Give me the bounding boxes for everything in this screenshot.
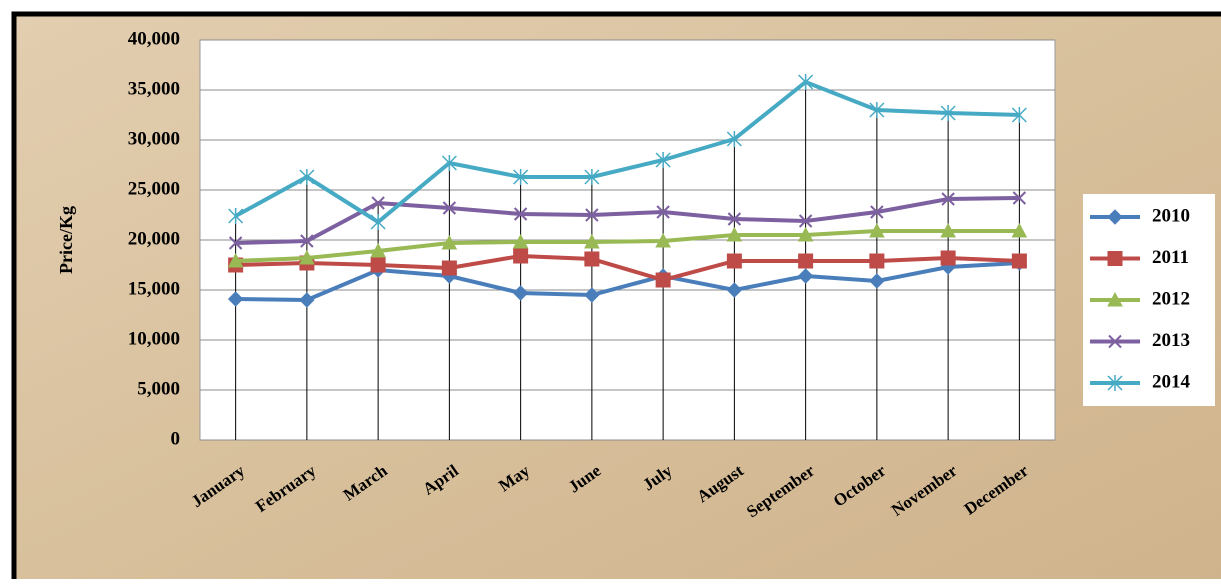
y-tick-label: 35,000 xyxy=(128,78,180,99)
marker xyxy=(869,273,885,289)
marker xyxy=(655,232,671,248)
series-line xyxy=(235,196,1020,245)
y-axis-label: Price/Kg xyxy=(56,206,76,274)
marker xyxy=(1011,253,1027,269)
legend-marker xyxy=(1108,334,1122,349)
marker xyxy=(1011,107,1027,123)
marker xyxy=(726,131,742,147)
marker xyxy=(441,234,458,250)
legend-label: 2012 xyxy=(1152,288,1190,309)
marker xyxy=(370,214,386,230)
marker xyxy=(512,233,529,249)
marker xyxy=(869,222,885,238)
marker xyxy=(940,250,956,266)
y-tick-label: 40,000 xyxy=(128,28,180,49)
marker xyxy=(371,196,385,210)
marker xyxy=(299,249,315,265)
marker xyxy=(513,169,529,185)
marker xyxy=(584,251,600,267)
y-tick-label: 30,000 xyxy=(128,128,180,149)
marker xyxy=(370,242,386,258)
legend-label: 2014 xyxy=(1152,371,1191,392)
marker xyxy=(228,208,244,224)
legend-label: 2013 xyxy=(1152,330,1190,351)
marker xyxy=(798,253,814,269)
marker xyxy=(1012,191,1027,205)
marker xyxy=(798,214,813,228)
marker xyxy=(655,272,671,288)
marker xyxy=(726,226,743,242)
legend-marker xyxy=(1107,291,1123,307)
marker xyxy=(869,253,885,269)
marker xyxy=(299,292,315,308)
y-tick-label: 15,000 xyxy=(128,278,180,299)
marker xyxy=(441,260,457,276)
series-line xyxy=(234,79,1020,225)
y-tick-label: 5,000 xyxy=(137,378,180,399)
series-line xyxy=(235,261,1020,303)
legend-label: 2010 xyxy=(1152,205,1190,226)
marker xyxy=(1011,222,1028,238)
legend-label: 2011 xyxy=(1152,247,1189,268)
marker xyxy=(442,201,457,215)
marker xyxy=(870,205,884,219)
marker xyxy=(940,222,956,238)
marker xyxy=(797,226,814,242)
legend-marker xyxy=(1107,375,1123,391)
marker xyxy=(441,155,457,171)
marker xyxy=(798,74,814,90)
marker xyxy=(585,208,599,222)
marker xyxy=(299,169,315,185)
marker xyxy=(513,207,528,221)
marker xyxy=(584,233,600,249)
marker xyxy=(655,152,671,168)
marker xyxy=(227,252,244,268)
legend-marker xyxy=(1107,209,1123,225)
marker xyxy=(584,169,600,185)
marker xyxy=(797,268,814,284)
marker xyxy=(370,257,386,273)
marker xyxy=(228,236,243,250)
y-tick-label: 20,000 xyxy=(128,228,180,249)
marker xyxy=(726,253,742,269)
marker xyxy=(726,282,743,298)
legend-marker xyxy=(1107,251,1123,266)
marker xyxy=(300,234,314,248)
marker xyxy=(727,212,742,226)
marker xyxy=(941,192,955,206)
marker xyxy=(227,291,244,307)
y-tick-label: 0 xyxy=(171,428,181,449)
marker xyxy=(940,105,956,121)
y-tick-label: 25,000 xyxy=(128,178,180,199)
marker xyxy=(512,285,529,301)
marker xyxy=(513,248,529,264)
y-tick-label: 10,000 xyxy=(128,328,180,349)
series-line xyxy=(235,253,1020,283)
marker xyxy=(869,102,885,118)
marker xyxy=(584,287,600,303)
series-line xyxy=(235,229,1020,263)
marker xyxy=(656,205,670,219)
